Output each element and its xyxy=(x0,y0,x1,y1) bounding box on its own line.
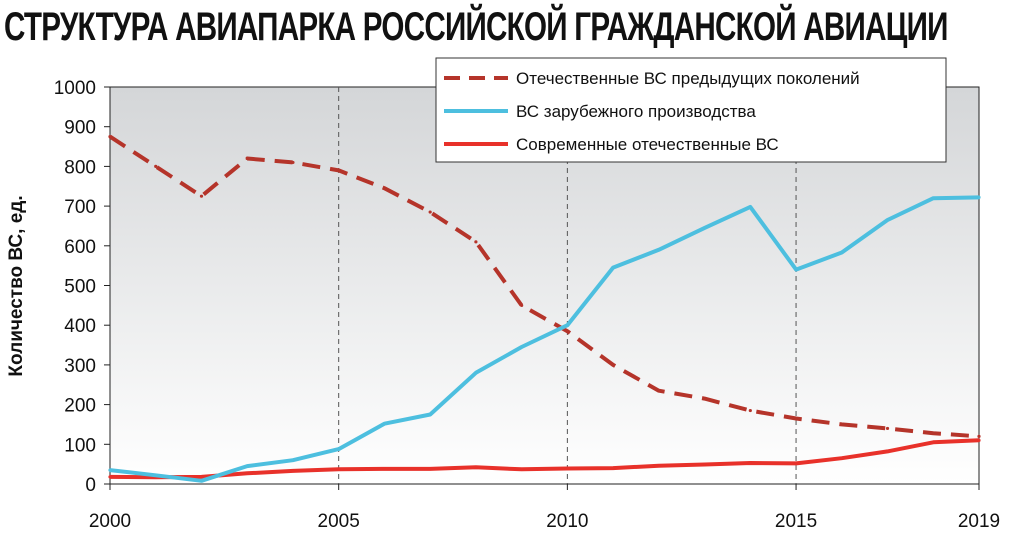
series-line-1 xyxy=(109,195,980,483)
y-tick-label: 800 xyxy=(64,157,96,178)
data-point xyxy=(977,195,981,199)
data-point xyxy=(520,467,524,471)
data-point xyxy=(611,466,615,470)
data-point xyxy=(840,456,844,460)
x-tick-label: 2015 xyxy=(775,511,817,532)
data-point xyxy=(337,467,341,471)
y-tick-label: 400 xyxy=(64,316,96,337)
data-point xyxy=(885,218,890,222)
data-point xyxy=(702,226,707,230)
legend-label-0: Отечественные ВС предыдущих поколений xyxy=(516,69,860,88)
data-point xyxy=(382,467,387,471)
data-point xyxy=(245,156,249,161)
y-axis: 0 100 200 300 400 500 600 700 800 900 1000 xyxy=(54,78,110,496)
y-tick-label: 900 xyxy=(64,118,96,139)
y-tick-label: 200 xyxy=(64,396,96,417)
legend: Отечественные ВС предыдущих поколений ВС … xyxy=(435,57,947,163)
data-point xyxy=(657,389,661,393)
data-point xyxy=(199,194,204,198)
y-axis-label: Количество ВС, ед. xyxy=(6,195,27,376)
legend-label-2: Современные отечественные ВС xyxy=(516,135,779,154)
data-point xyxy=(702,462,707,467)
data-point xyxy=(428,412,432,417)
data-point xyxy=(657,464,661,468)
data-point xyxy=(154,473,158,477)
y-tick-label: 500 xyxy=(64,277,96,298)
data-point xyxy=(840,422,844,427)
data-point xyxy=(977,434,981,438)
data-point xyxy=(245,471,249,475)
data-point xyxy=(702,397,707,401)
y-tick-label: 300 xyxy=(64,356,96,377)
data-point xyxy=(977,438,981,442)
x-tick-label: 2019 xyxy=(958,511,1000,532)
data-point xyxy=(199,479,204,483)
y-tick-label: 700 xyxy=(64,197,96,218)
y-tick-label: 600 xyxy=(64,237,96,258)
x-tick-label: 2005 xyxy=(318,511,360,532)
x-axis: 2000 2005 2010 2015 2019 xyxy=(89,484,1000,532)
data-point xyxy=(748,461,752,465)
data-point xyxy=(748,408,752,413)
data-point xyxy=(474,465,478,469)
y-tick-label: 1000 xyxy=(54,78,96,99)
data-point xyxy=(565,323,569,327)
data-point xyxy=(794,268,798,272)
data-point xyxy=(108,468,112,472)
y-tick-label: 0 xyxy=(85,475,96,496)
data-point xyxy=(337,447,341,451)
data-point xyxy=(611,363,615,367)
x-tick-label: 2010 xyxy=(546,511,588,532)
data-point xyxy=(199,475,204,479)
data-point xyxy=(931,196,935,200)
series-line-0 xyxy=(108,134,980,439)
data-point xyxy=(611,266,615,270)
data-point xyxy=(291,458,295,462)
data-point xyxy=(794,416,798,421)
data-point xyxy=(520,345,524,349)
data-point xyxy=(657,248,661,252)
data-point xyxy=(794,461,798,465)
data-point xyxy=(565,329,569,333)
data-point xyxy=(520,303,524,307)
x-tick-label: 2000 xyxy=(89,511,131,532)
data-point xyxy=(565,466,569,471)
data-point xyxy=(474,240,478,244)
series-lines xyxy=(108,134,981,483)
data-point xyxy=(291,160,295,165)
data-point xyxy=(840,250,844,255)
data-point xyxy=(108,135,112,139)
legend-label-1: ВС зарубежного производства xyxy=(516,102,756,121)
series-line-2 xyxy=(109,438,980,480)
data-point xyxy=(108,475,112,479)
data-point xyxy=(245,464,249,468)
data-point xyxy=(885,426,890,431)
data-point xyxy=(885,449,890,454)
data-point xyxy=(931,431,935,435)
y-tick-label: 100 xyxy=(64,435,96,456)
data-point xyxy=(154,164,158,168)
data-point xyxy=(428,467,432,471)
data-point xyxy=(428,210,432,214)
data-point xyxy=(748,205,752,209)
data-point xyxy=(291,469,295,473)
legend-box xyxy=(435,57,947,163)
data-point xyxy=(337,168,341,172)
data-point xyxy=(382,422,387,426)
data-point xyxy=(382,186,387,190)
data-point xyxy=(931,440,935,444)
data-point xyxy=(474,371,478,375)
